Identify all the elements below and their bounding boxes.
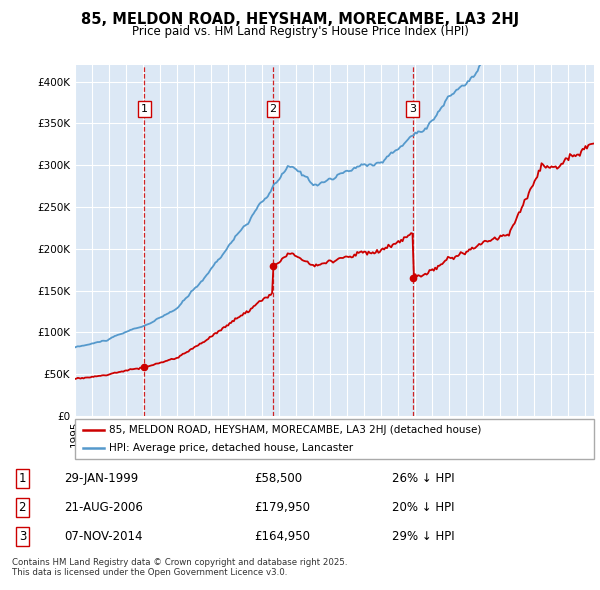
Text: 2: 2 (19, 501, 26, 514)
Text: £58,500: £58,500 (254, 471, 302, 485)
Text: 3: 3 (409, 104, 416, 114)
Text: 1: 1 (141, 104, 148, 114)
Text: 20% ↓ HPI: 20% ↓ HPI (392, 501, 455, 514)
Text: 85, MELDON ROAD, HEYSHAM, MORECAMBE, LA3 2HJ: 85, MELDON ROAD, HEYSHAM, MORECAMBE, LA3… (81, 12, 519, 27)
Text: 07-NOV-2014: 07-NOV-2014 (64, 530, 142, 543)
Text: 2: 2 (269, 104, 277, 114)
Text: 29% ↓ HPI: 29% ↓ HPI (392, 530, 455, 543)
Text: 29-JAN-1999: 29-JAN-1999 (64, 471, 138, 485)
Text: £179,950: £179,950 (254, 501, 310, 514)
Text: Price paid vs. HM Land Registry's House Price Index (HPI): Price paid vs. HM Land Registry's House … (131, 25, 469, 38)
Text: 3: 3 (19, 530, 26, 543)
Text: HPI: Average price, detached house, Lancaster: HPI: Average price, detached house, Lanc… (109, 443, 353, 453)
Text: 85, MELDON ROAD, HEYSHAM, MORECAMBE, LA3 2HJ (detached house): 85, MELDON ROAD, HEYSHAM, MORECAMBE, LA3… (109, 425, 481, 435)
Text: Contains HM Land Registry data © Crown copyright and database right 2025.
This d: Contains HM Land Registry data © Crown c… (12, 558, 347, 577)
Text: 21-AUG-2006: 21-AUG-2006 (64, 501, 143, 514)
FancyBboxPatch shape (75, 419, 594, 459)
Text: 1: 1 (19, 471, 26, 485)
Text: £164,950: £164,950 (254, 530, 310, 543)
Text: 26% ↓ HPI: 26% ↓ HPI (392, 471, 455, 485)
